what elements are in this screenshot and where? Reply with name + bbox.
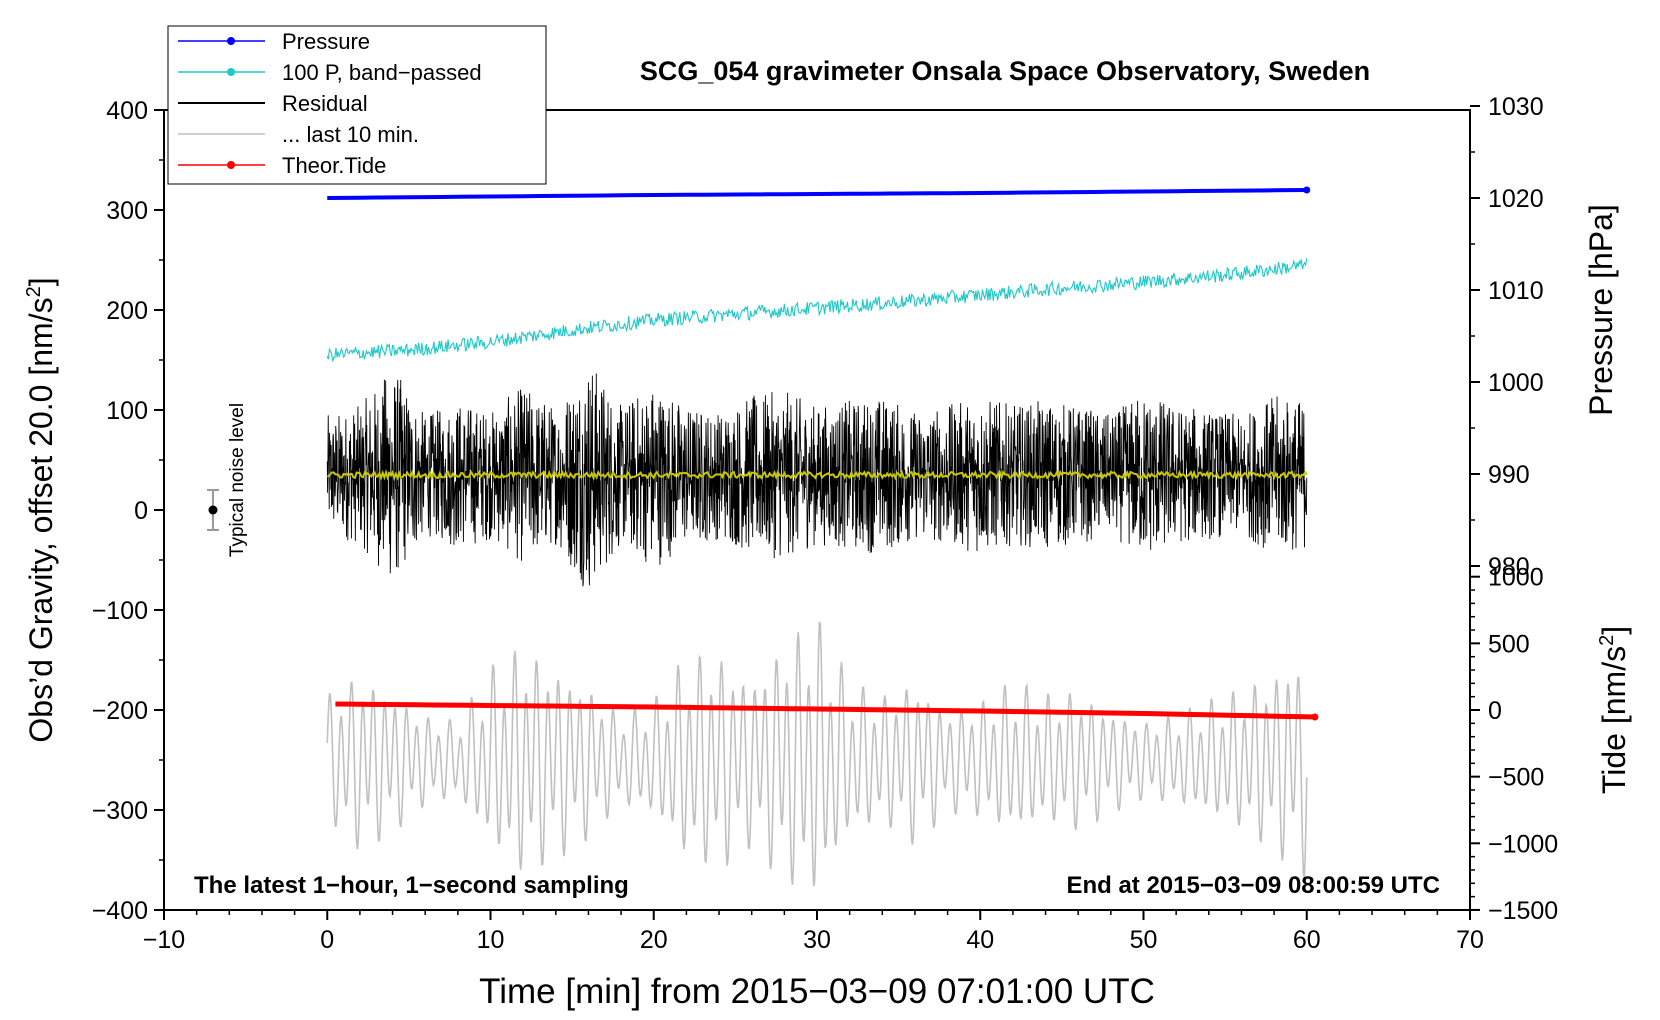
right-axis-ticks: 980 990 1000 1010 1020 1030 −1500 −1000 −500 0 500… xyxy=(1470,93,1558,925)
y-axis-label-tide-sup: 2 xyxy=(1596,635,1618,646)
tide-tick-label: 500 xyxy=(1488,630,1530,658)
y-axis-label-left-sup: 2 xyxy=(23,286,45,297)
y-axis-label-left-end: ] xyxy=(23,277,59,286)
series-pressure xyxy=(327,188,1307,200)
noise-indicator: Typical noise level xyxy=(206,403,248,557)
legend-marker xyxy=(227,161,235,169)
y-tick-label: 100 xyxy=(106,397,148,425)
tide-tick-label: −500 xyxy=(1488,764,1544,792)
pressure-tick-label: 990 xyxy=(1488,461,1530,489)
series-layer xyxy=(326,186,1319,887)
x-axis-ticks: −10 0 10 20 30 40 50 60 70 xyxy=(143,910,1484,954)
x-tick-label: 70 xyxy=(1456,926,1484,954)
annotation-left: The latest 1−hour, 1−second sampling xyxy=(194,872,629,899)
y-tick-label: −400 xyxy=(92,897,148,925)
noise-label: Typical noise level xyxy=(227,403,248,557)
tide-tick-label: −1000 xyxy=(1488,830,1558,858)
legend-label: Theor.Tide xyxy=(282,153,386,178)
y-axis-label-tide: Tide [nm/s2] xyxy=(1596,626,1632,794)
series-residual-mean xyxy=(327,468,1308,482)
y-tick-label: 0 xyxy=(134,497,148,525)
x-tick-label: 10 xyxy=(477,926,505,954)
y-axis-label-tide-main: Tide [nm/s xyxy=(1596,646,1632,794)
legend-marker xyxy=(227,68,235,76)
pressure-tick-label: 1020 xyxy=(1488,185,1544,213)
legend-box xyxy=(167,25,547,185)
left-axis-ticks: −400 −300 −200 −100 0 100 200 300 400 xyxy=(92,97,164,925)
pressure-end-marker xyxy=(1303,186,1311,194)
pressure-tick-label: 1010 xyxy=(1488,277,1544,305)
noise-point xyxy=(208,505,218,515)
series-theor-tide xyxy=(335,701,1315,720)
x-tick-label: −10 xyxy=(143,926,185,954)
y-tick-label: −300 xyxy=(92,797,148,825)
series-band-passed xyxy=(326,258,1308,362)
tide-tick-label: 0 xyxy=(1488,697,1502,725)
x-tick-label: 50 xyxy=(1130,926,1158,954)
pressure-tick-label: 1000 xyxy=(1488,369,1544,397)
pressure-tick-label: 1030 xyxy=(1488,93,1544,121)
series-residual xyxy=(326,373,1308,587)
y-axis-label-tide-end: ] xyxy=(1596,626,1632,635)
legend-label: ... last 10 min. xyxy=(282,122,419,147)
series-last-10-min xyxy=(326,621,1308,887)
x-tick-label: 30 xyxy=(803,926,831,954)
y-axis-label-left-main: Obs’d Gravity, offset 20.0 [nm/s xyxy=(23,297,59,742)
pressure-tick-label: 980 xyxy=(1488,553,1530,581)
y-axis-label-left: Obs’d Gravity, offset 20.0 [nm/s2] xyxy=(23,277,59,742)
y-tick-label: 300 xyxy=(106,197,148,225)
y-tick-label: 400 xyxy=(106,97,148,125)
y-tick-label: 200 xyxy=(106,297,148,325)
legend-marker xyxy=(227,37,235,45)
x-tick-label: 20 xyxy=(640,926,668,954)
x-tick-label: 60 xyxy=(1293,926,1321,954)
annotation-right: End at 2015−03−09 08:00:59 UTC xyxy=(1066,872,1440,899)
x-tick-label: 40 xyxy=(966,926,994,954)
chart-title: SCG_054 gravimeter Onsala Space Observat… xyxy=(640,56,1370,86)
tide-end-marker xyxy=(1311,713,1319,721)
tide-tick-label: −1500 xyxy=(1488,897,1558,925)
legend-label: 100 P, band−passed xyxy=(282,60,482,85)
y-tick-label: −100 xyxy=(92,597,148,625)
legend: Pressure 100 P, band−passed Residual ... la… xyxy=(167,25,547,185)
tide-tick-label: 1000 xyxy=(1488,564,1544,592)
y-axis-label-pressure: Pressure [hPa] xyxy=(1583,204,1619,416)
y-tick-label: −200 xyxy=(92,697,148,725)
x-axis-label: Time [min] from 2015−03−09 07:01:00 UTC xyxy=(479,972,1155,1011)
x-tick-label: 0 xyxy=(320,926,334,954)
legend-label: Pressure xyxy=(282,29,370,54)
legend-label: Residual xyxy=(282,91,368,116)
